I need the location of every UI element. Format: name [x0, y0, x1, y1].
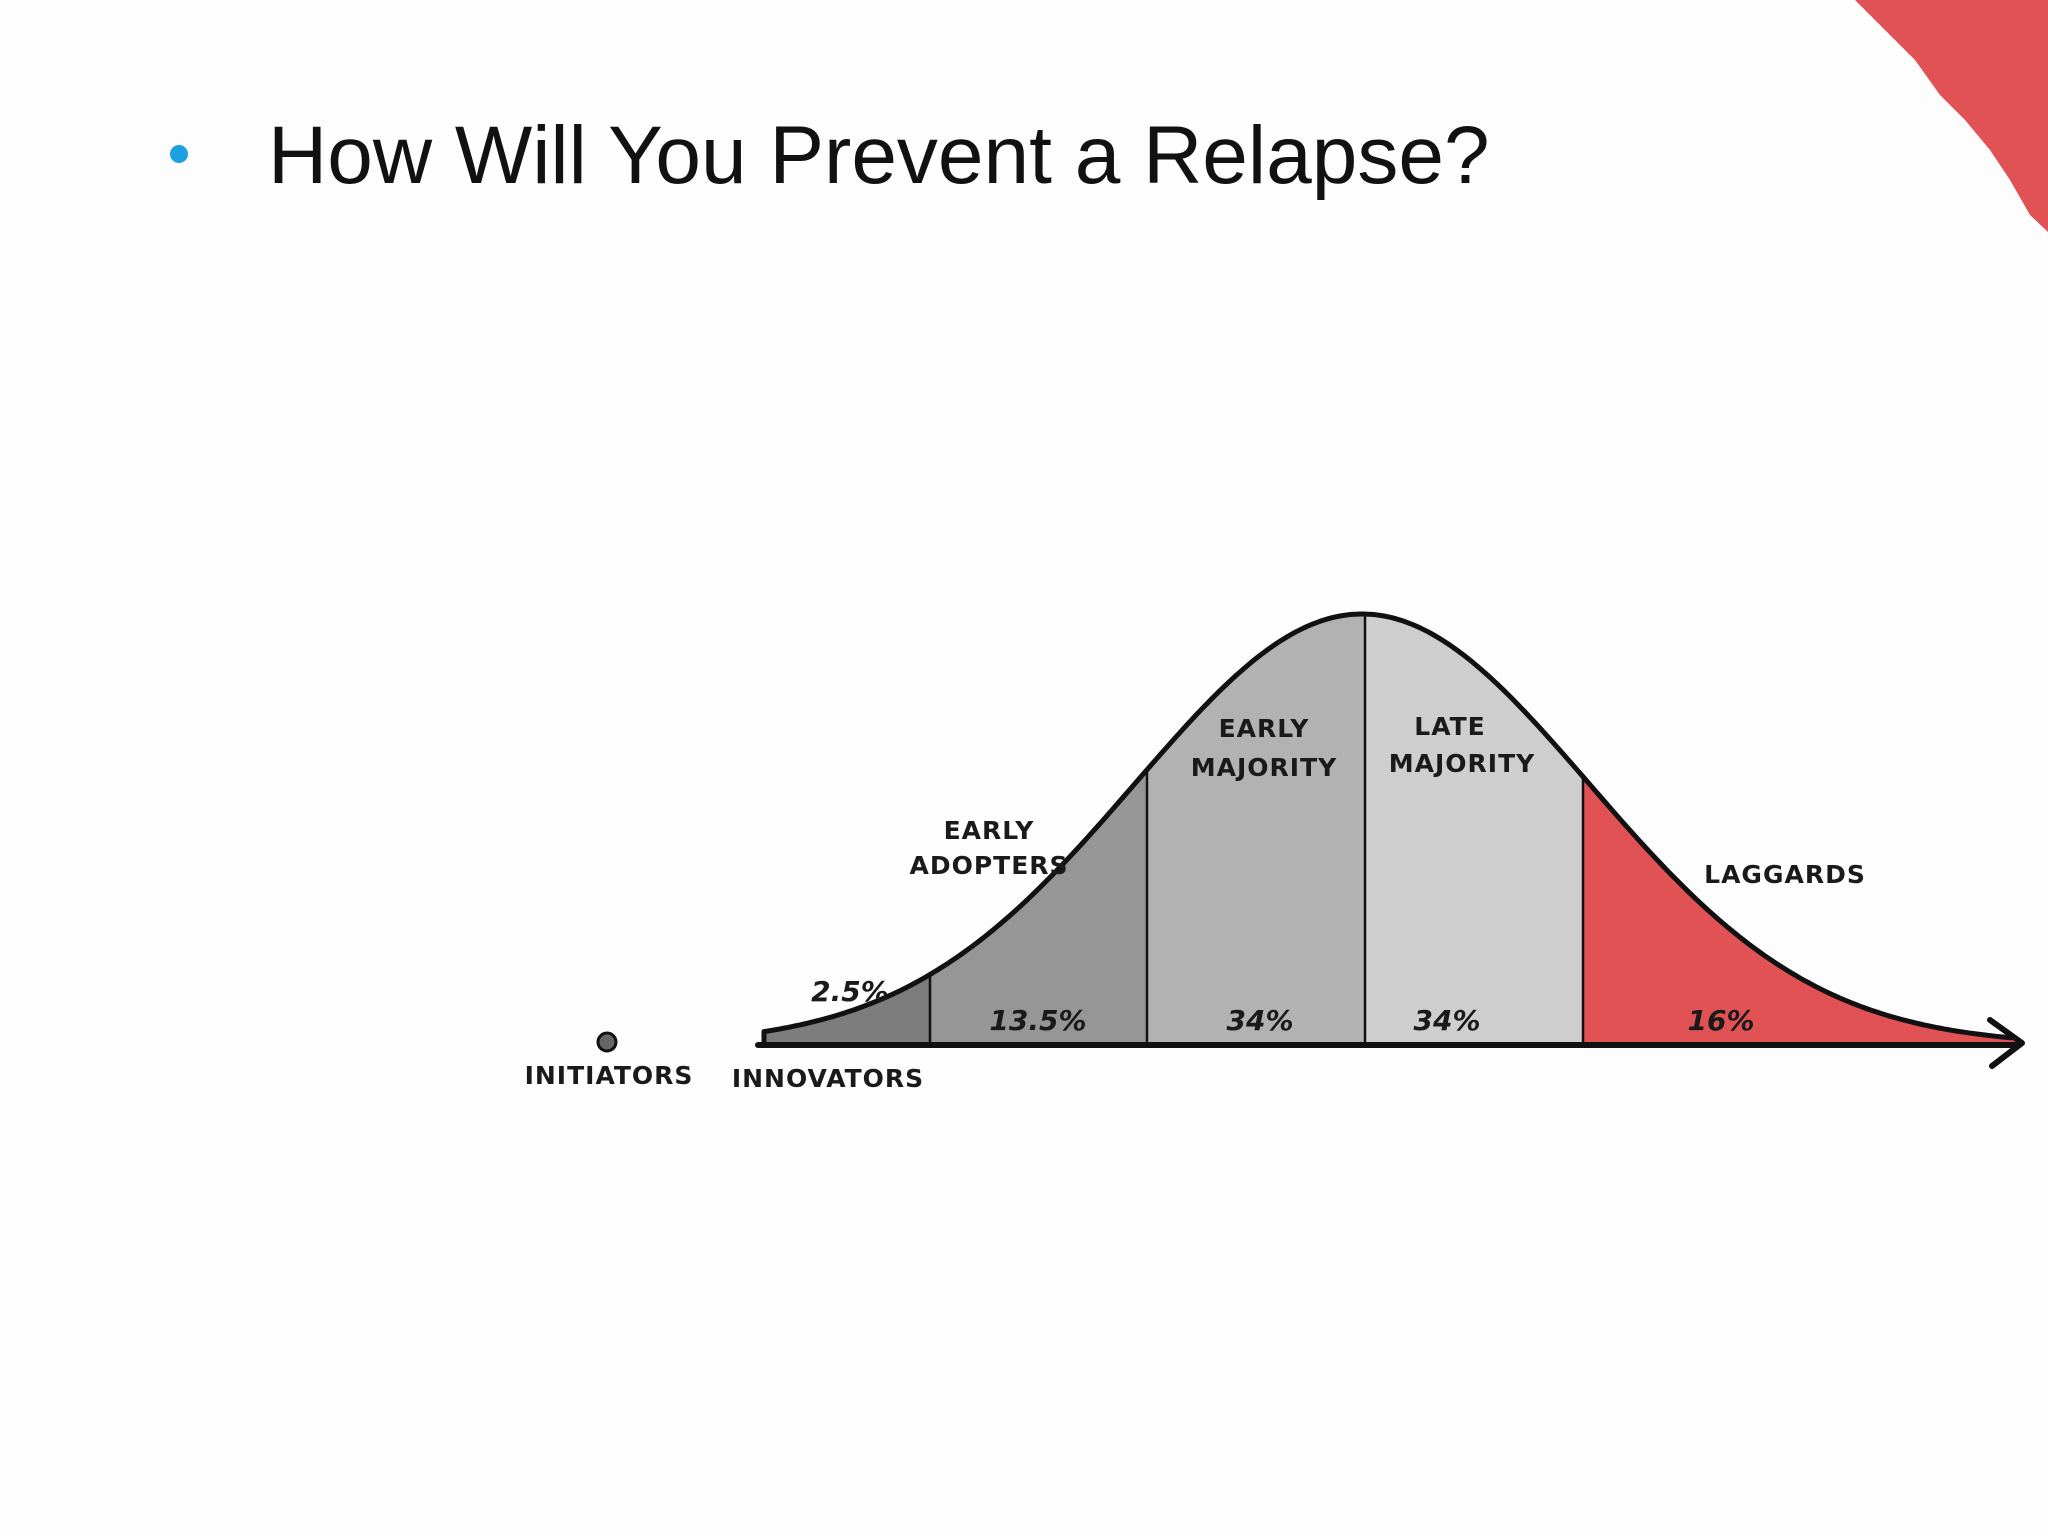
axis-arrow: [1987, 1017, 2025, 1069]
early-majority-label: EARLY: [1219, 714, 1310, 743]
late-majority-area: [1365, 614, 1583, 1045]
early-majority-area: [1147, 614, 1365, 1045]
corner-decoration: [1855, 0, 2048, 232]
laggards-share: 16%: [1687, 1004, 1754, 1037]
innovators-share: 2.5%: [811, 975, 889, 1008]
bullet: [170, 145, 188, 163]
late-majority-label: MAJORITY: [1389, 749, 1536, 778]
innovators-area: [764, 974, 930, 1045]
early-majority-share: 34%: [1226, 1004, 1293, 1037]
early-adopters-share: 13.5%: [989, 1004, 1086, 1037]
laggards-area: [1583, 776, 2015, 1045]
innovators-label: INNOVATORS: [732, 1064, 924, 1093]
curve-outline: [761, 611, 2013, 1045]
laggards-label: LAGGARDS: [1704, 860, 1866, 889]
initiators-dot: [596, 1031, 618, 1053]
early-adopters-area: [930, 769, 1147, 1045]
early-majority-label: MAJORITY: [1191, 753, 1338, 782]
adoption-curve: [755, 611, 2025, 1069]
slide-title: How Will You Prevent a Relapse?: [268, 110, 1490, 201]
late-majority-label: LATE: [1414, 712, 1485, 741]
late-majority-share: 34%: [1413, 1004, 1480, 1037]
early-adopters-label: EARLY: [944, 816, 1035, 845]
initiators-label: INITIATORS: [525, 1061, 694, 1090]
early-adopters-label: ADOPTERS: [909, 851, 1068, 880]
